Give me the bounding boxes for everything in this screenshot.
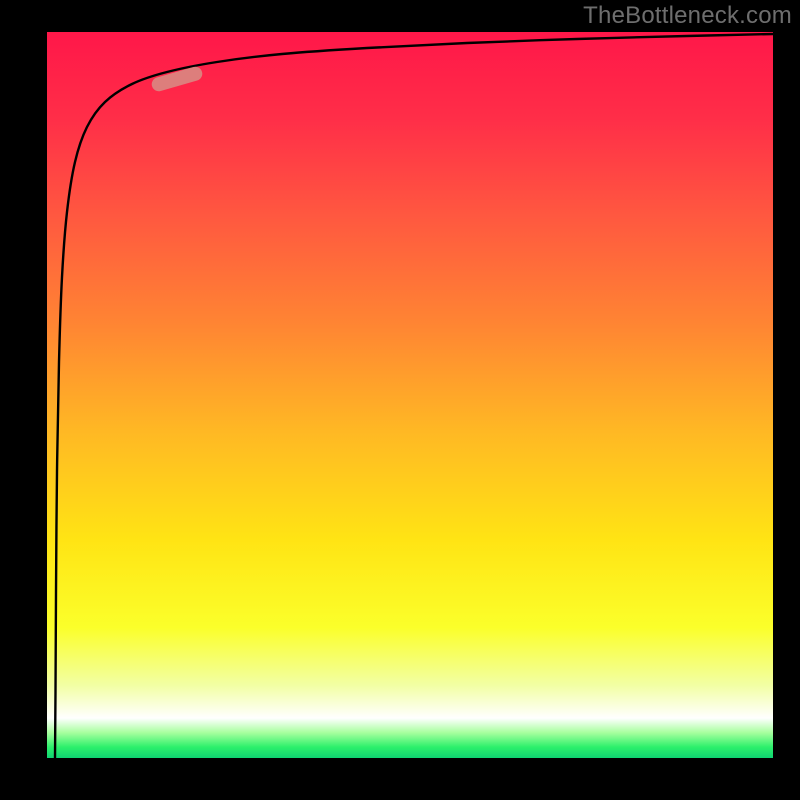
chart-frame: TheBottleneck.com [0,0,800,800]
watermark-label: TheBottleneck.com [583,2,792,30]
bottleneck-chart [0,0,800,800]
plot-background [47,32,773,758]
